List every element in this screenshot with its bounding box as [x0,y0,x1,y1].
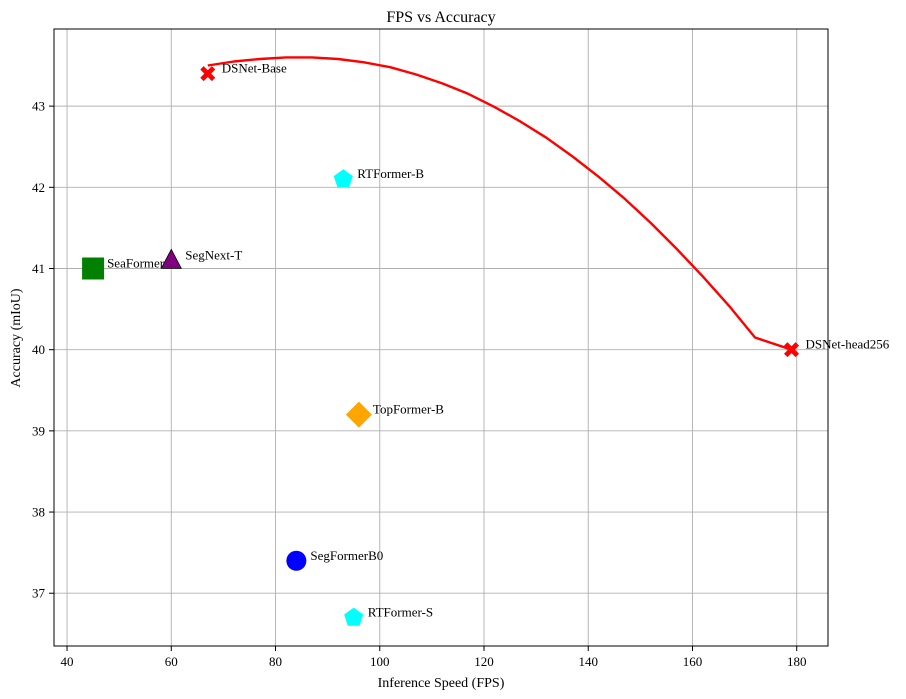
trend-curve-layer [207,56,792,351]
trend-curve [207,56,792,351]
data-point: DSNet-Base [200,61,287,82]
point-label: DSNet-Base [222,61,287,76]
square-marker [82,257,105,280]
x-tick-label: 120 [474,654,494,669]
data-point: SegNext-T [160,247,242,269]
data-point: TopFormer-B [345,401,444,428]
point-label: SegNext-T [185,247,242,262]
point-label: TopFormer-B [373,402,444,417]
y-tick-label: 41 [32,261,45,276]
data-point: DSNet-head256 [784,337,890,358]
point-label: RTFormer-S [368,605,433,620]
y-tick-label: 40 [32,342,45,357]
x-axis: 40 60 80 100 120 140 160 180 [61,646,807,669]
x-tick-label: 160 [683,654,703,669]
x-marker [200,66,216,82]
x-tick-label: 140 [578,654,598,669]
x-tick-label: 180 [787,654,807,669]
point-label: SeaFormer-B [107,255,177,270]
y-tick-label: 42 [32,180,45,195]
y-tick-label: 39 [32,423,45,438]
triangle-marker [160,248,182,269]
y-tick-label: 37 [32,586,46,601]
x-axis-label: Inference Speed (FPS) [378,676,505,691]
grid [54,29,828,646]
y-axis: 37 38 39 40 41 42 43 [32,99,54,601]
x-tick-label: 40 [61,654,74,669]
point-label: RTFormer-B [357,166,424,181]
data-point: SeaFormer-B [82,255,177,280]
y-tick-label: 43 [32,99,45,114]
data-point: RTFormer-S [344,605,433,626]
plot-frame [53,28,829,647]
x-tick-label: 80 [269,654,282,669]
y-tick-label: 38 [32,505,45,520]
pentagon-marker [333,169,353,188]
point-label: DSNet-head256 [806,337,890,352]
y-axis-label: Accuracy (mIoU) [9,288,24,387]
points-layer: DSNet-Base RTFormer-B SeaFormer-B SegNext-T… [82,61,890,626]
circle-marker [286,550,307,571]
chart-title: FPS vs Accuracy [386,9,495,26]
pentagon-marker [344,607,364,626]
data-point: SegFormerB0 [286,548,383,571]
point-label: SegFormerB0 [310,548,383,563]
diamond-marker [345,401,372,428]
data-point: RTFormer-B [333,166,424,188]
x-marker [784,342,800,358]
x-tick-label: 60 [165,654,178,669]
x-tick-label: 100 [370,654,390,669]
